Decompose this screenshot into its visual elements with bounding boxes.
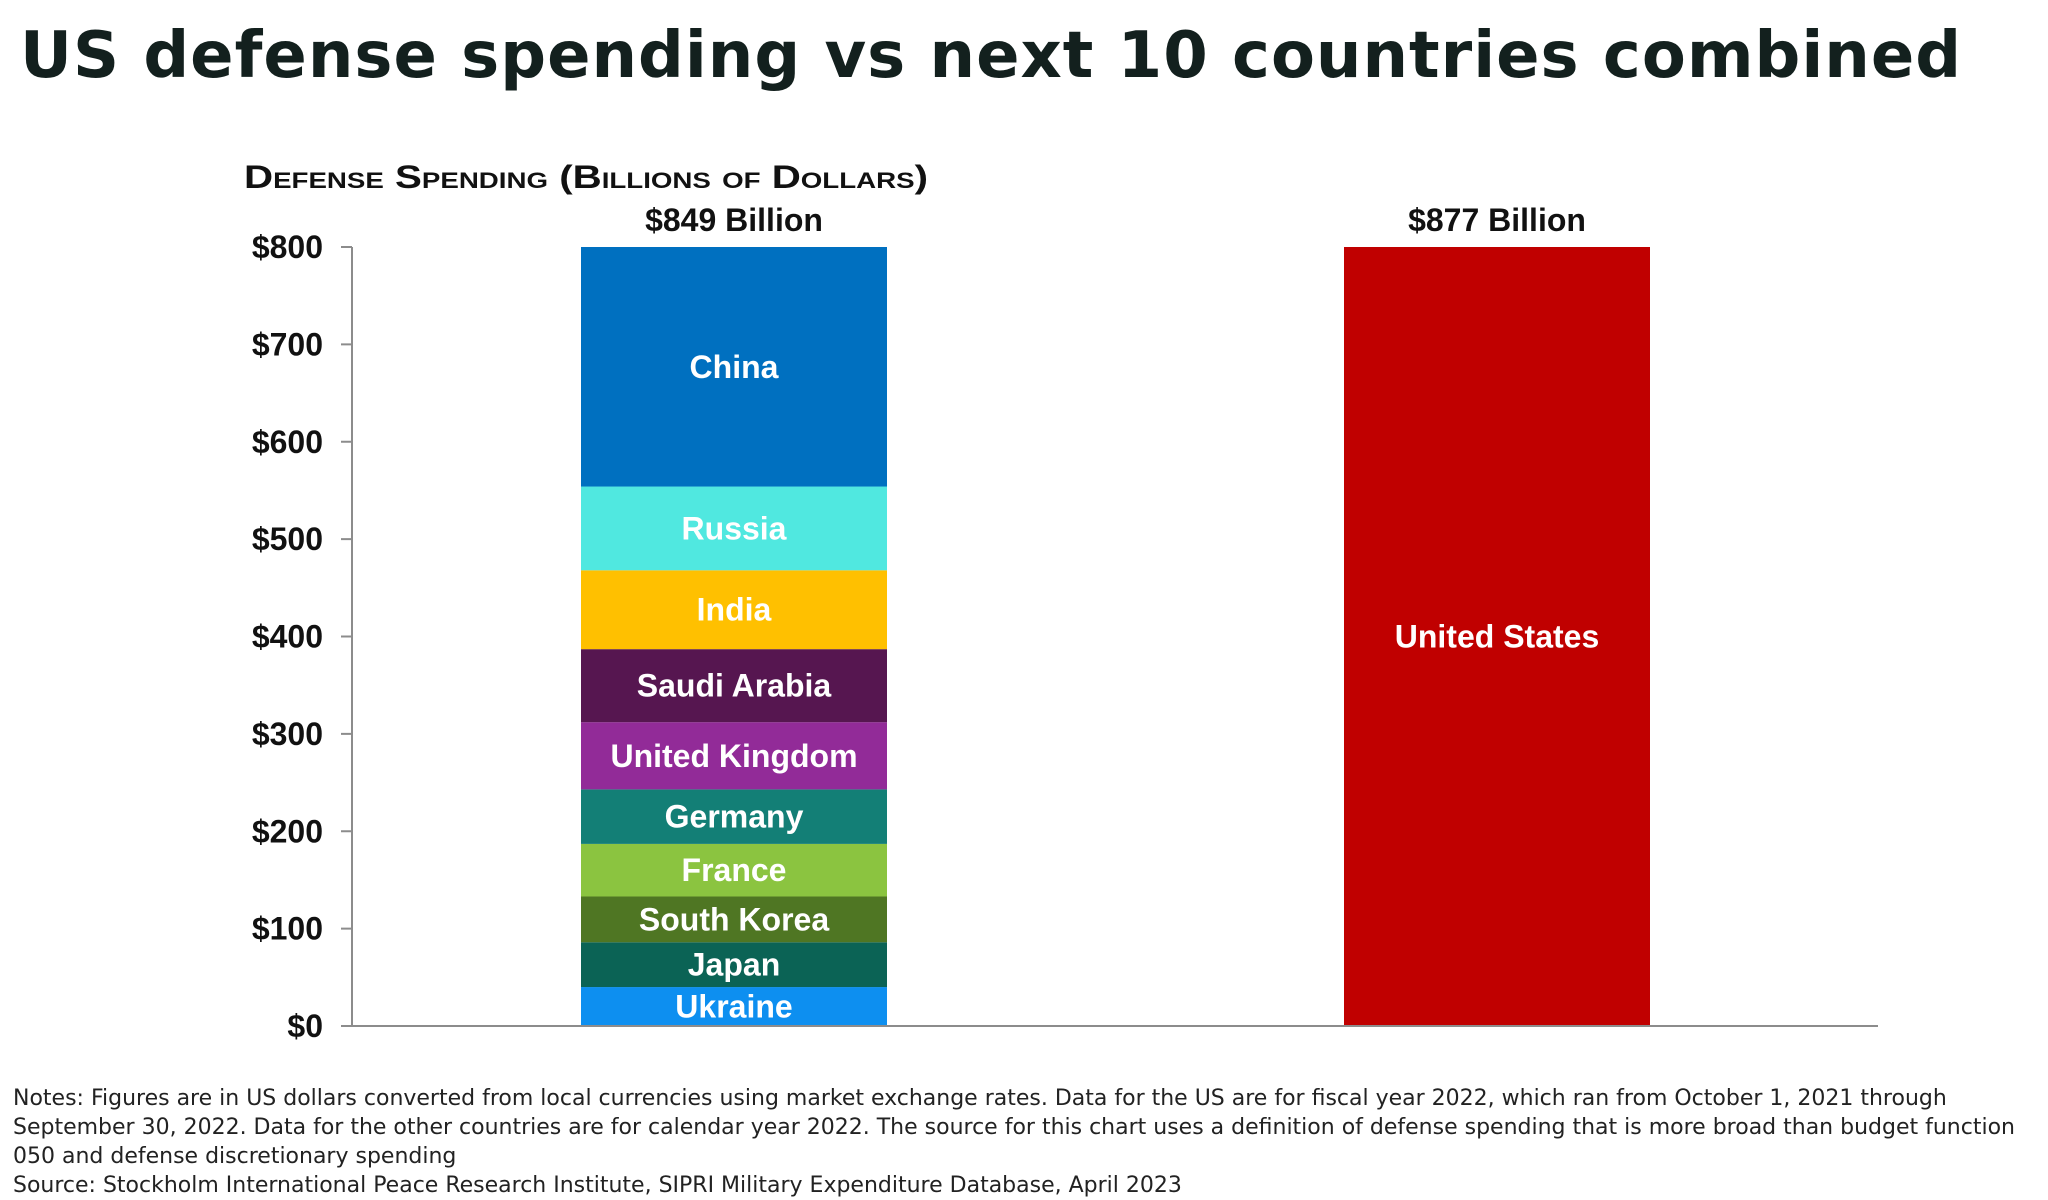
bar-segment-united-kingdom <box>581 722 887 790</box>
chart-notes: Notes: Figures are in US dollars convert… <box>13 1084 2038 1200</box>
segment-label-china: China <box>690 349 779 385</box>
source-text: Source: Stockholm International Peace Re… <box>13 1173 1182 1198</box>
bar-segment-russia <box>581 486 887 571</box>
segment-label-ukraine: Ukraine <box>675 989 792 1025</box>
y-tick-label: $100 <box>252 911 323 947</box>
segment-label-south-korea: South Korea <box>639 901 829 937</box>
notes-text: Notes: Figures are in US dollars convert… <box>13 1086 2015 1169</box>
bar-segment-germany <box>581 789 887 844</box>
segment-label-india: India <box>697 592 772 628</box>
bar-segment-saudi-arabia <box>581 649 887 723</box>
y-tick-label: $200 <box>252 813 323 849</box>
bar-segment-japan <box>581 942 887 988</box>
segment-label-france: France <box>682 852 787 888</box>
y-tick-label: $400 <box>252 619 323 655</box>
bar-total-label: $849 Billion <box>645 202 823 238</box>
bar-segment-china <box>581 247 887 487</box>
bar-segment-ukraine <box>581 987 887 1026</box>
segment-label-united-states: United States <box>1395 619 1599 655</box>
bar-total-label: $877 Billion <box>1408 202 1586 238</box>
chart-title: US defense spending vs next 10 countries… <box>20 19 1963 93</box>
segment-label-russia: Russia <box>682 510 787 546</box>
bar-segment-india <box>581 570 887 650</box>
y-axis-label: Defense Spending (Billions of Dollars) <box>244 159 928 195</box>
y-tick-label: $800 <box>252 229 323 265</box>
segment-label-saudi-arabia: Saudi Arabia <box>637 668 832 704</box>
y-tick-label: $300 <box>252 716 323 752</box>
bar-segment-france <box>581 843 887 897</box>
segment-label-germany: Germany <box>665 799 804 835</box>
segment-label-united-kingdom: United Kingdom <box>610 738 857 774</box>
y-tick-label: $700 <box>252 326 323 362</box>
y-tick-label: $500 <box>252 521 323 557</box>
y-tick-label: $0 <box>287 1008 323 1044</box>
bar-segment-united-states <box>1344 247 1650 1026</box>
bar-segment-south-korea <box>581 896 887 943</box>
segment-label-japan: Japan <box>688 947 780 983</box>
y-tick-label: $600 <box>252 424 323 460</box>
stacked-bar-chart: Defense Spending (Billions of Dollars) Uk… <box>244 159 1878 1044</box>
